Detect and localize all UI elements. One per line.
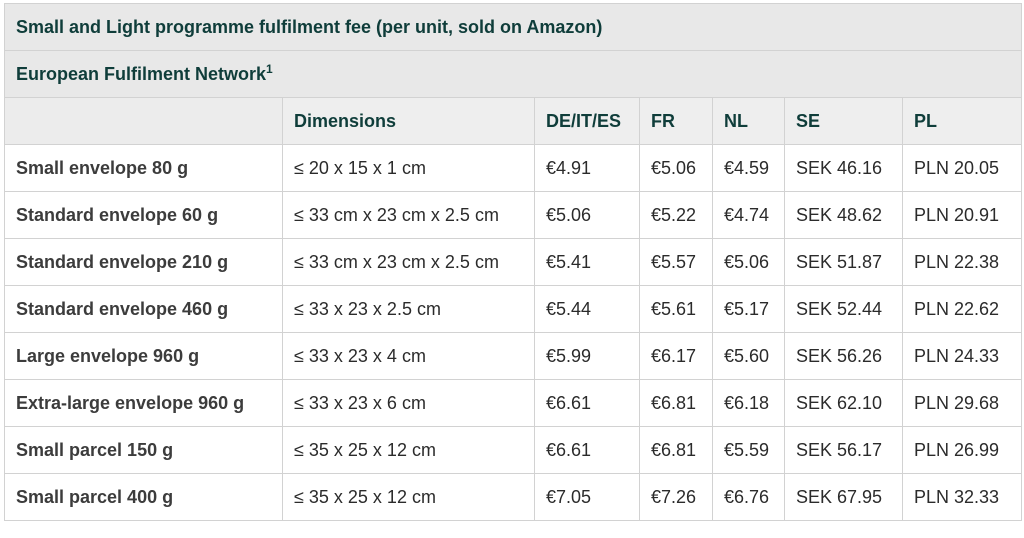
cell-product-type: Standard envelope 460 g — [4, 285, 283, 333]
table-row: Small parcel 400 g ≤ 35 x 25 x 12 cm €7.05… — [4, 473, 1023, 521]
cell-price-se: SEK 56.17 — [784, 426, 903, 474]
cell-price-de-it-es: €5.41 — [534, 238, 640, 286]
fee-table-container: Small and Light programme fulfilment fee… — [3, 3, 1023, 521]
cell-product-type: Small envelope 80 g — [4, 144, 283, 192]
table-subtitle-row: European Fulfilment Network1 — [3, 50, 1023, 98]
table-row: Standard envelope 60 g ≤ 33 cm x 23 cm x … — [4, 191, 1023, 239]
cell-price-se: SEK 51.87 — [784, 238, 903, 286]
table-subtitle-cell: European Fulfilment Network1 — [3, 50, 1023, 98]
cell-dimensions: ≤ 33 x 23 x 6 cm — [282, 379, 535, 427]
table-row: Standard envelope 210 g ≤ 33 cm x 23 cm x… — [4, 238, 1023, 286]
cell-price-se: SEK 56.26 — [784, 332, 903, 380]
cell-price-fr: €5.57 — [639, 238, 713, 286]
column-header-pl: PL — [901, 97, 1023, 145]
cell-price-de-it-es: €5.06 — [534, 191, 640, 239]
cell-dimensions: ≤ 33 x 23 x 4 cm — [282, 332, 535, 380]
cell-price-fr: €5.61 — [639, 285, 713, 333]
cell-price-pl: PLN 32.33 — [901, 473, 1023, 521]
table-title-row: Small and Light programme fulfilment fee… — [3, 3, 1023, 51]
cell-price-de-it-es: €5.44 — [534, 285, 640, 333]
cell-price-de-it-es: €5.99 — [534, 332, 640, 380]
cell-price-pl: PLN 22.38 — [901, 238, 1023, 286]
cell-price-fr: €6.17 — [639, 332, 713, 380]
cell-dimensions: ≤ 33 cm x 23 cm x 2.5 cm — [282, 191, 535, 239]
column-header-nl: NL — [712, 97, 785, 145]
column-header-de-it-es: DE/IT/ES — [534, 97, 640, 145]
column-header-blank — [4, 97, 283, 145]
cell-price-nl: €5.06 — [712, 238, 785, 286]
cell-price-de-it-es: €6.61 — [534, 379, 640, 427]
cell-price-se: SEK 62.10 — [784, 379, 903, 427]
column-header-fr: FR — [639, 97, 713, 145]
cell-price-de-it-es: €7.05 — [534, 473, 640, 521]
cell-price-fr: €6.81 — [639, 426, 713, 474]
cell-price-de-it-es: €4.91 — [534, 144, 640, 192]
cell-product-type: Standard envelope 210 g — [4, 238, 283, 286]
cell-price-se: SEK 48.62 — [784, 191, 903, 239]
cell-dimensions: ≤ 20 x 15 x 1 cm — [282, 144, 535, 192]
cell-product-type: Standard envelope 60 g — [4, 191, 283, 239]
column-header-se: SE — [784, 97, 903, 145]
fee-table: Small and Light programme fulfilment fee… — [3, 3, 1023, 521]
table-row: Small parcel 150 g ≤ 35 x 25 x 12 cm €6.61… — [4, 426, 1023, 474]
cell-price-nl: €4.59 — [712, 144, 785, 192]
cell-price-fr: €5.06 — [639, 144, 713, 192]
table-title: Small and Light programme fulfilment fee… — [3, 3, 1023, 51]
table-subtitle: European Fulfilment Network — [16, 63, 267, 84]
cell-product-type: Large envelope 960 g — [4, 332, 283, 380]
cell-price-pl: PLN 22.62 — [901, 285, 1023, 333]
column-header-row: Dimensions DE/IT/ES FR NL SE PL — [4, 97, 1023, 145]
cell-dimensions: ≤ 33 cm x 23 cm x 2.5 cm — [282, 238, 535, 286]
cell-price-se: SEK 46.16 — [784, 144, 903, 192]
cell-price-pl: PLN 24.33 — [901, 332, 1023, 380]
cell-price-nl: €5.60 — [712, 332, 785, 380]
cell-price-de-it-es: €6.61 — [534, 426, 640, 474]
cell-dimensions: ≤ 35 x 25 x 12 cm — [282, 473, 535, 521]
cell-price-pl: PLN 20.05 — [901, 144, 1023, 192]
cell-price-se: SEK 52.44 — [784, 285, 903, 333]
cell-price-se: SEK 67.95 — [784, 473, 903, 521]
cell-price-pl: PLN 26.99 — [901, 426, 1023, 474]
cell-dimensions: ≤ 35 x 25 x 12 cm — [282, 426, 535, 474]
cell-price-fr: €6.81 — [639, 379, 713, 427]
cell-price-fr: €7.26 — [639, 473, 713, 521]
table-row: Small envelope 80 g ≤ 20 x 15 x 1 cm €4.91… — [4, 144, 1023, 192]
cell-price-fr: €5.22 — [639, 191, 713, 239]
cell-price-nl: €4.74 — [712, 191, 785, 239]
footnote-marker: 1 — [266, 61, 273, 76]
column-header-dimensions: Dimensions — [282, 97, 535, 145]
cell-price-pl: PLN 20.91 — [901, 191, 1023, 239]
cell-product-type: Extra-large envelope 960 g — [4, 379, 283, 427]
table-row: Extra-large envelope 960 g ≤ 33 x 23 x 6 … — [4, 379, 1023, 427]
cell-price-nl: €5.59 — [712, 426, 785, 474]
cell-price-nl: €6.18 — [712, 379, 785, 427]
cell-price-pl: PLN 29.68 — [901, 379, 1023, 427]
cell-price-nl: €6.76 — [712, 473, 785, 521]
cell-dimensions: ≤ 33 x 23 x 2.5 cm — [282, 285, 535, 333]
table-row: Large envelope 960 g ≤ 33 x 23 x 4 cm €5.9… — [4, 332, 1023, 380]
cell-price-nl: €5.17 — [712, 285, 785, 333]
cell-product-type: Small parcel 150 g — [4, 426, 283, 474]
cell-product-type: Small parcel 400 g — [4, 473, 283, 521]
table-row: Standard envelope 460 g ≤ 33 x 23 x 2.5 c… — [4, 285, 1023, 333]
table-body: Small envelope 80 g ≤ 20 x 15 x 1 cm €4.91… — [4, 144, 1023, 521]
